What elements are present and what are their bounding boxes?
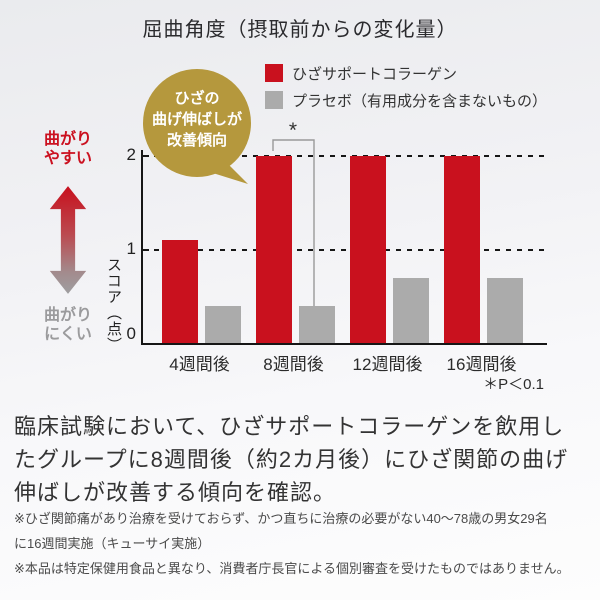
y-axis-tick-label: 2 xyxy=(126,145,136,164)
bar-collagen-12週間後 xyxy=(350,156,386,343)
dashed-gridline xyxy=(143,155,547,157)
legend-item: ひざサポートコラーゲン xyxy=(265,64,547,83)
y-axis-tick xyxy=(143,155,149,157)
x-axis-label: 8週間後 xyxy=(263,355,324,374)
legend-item: プラセボ（有用成分を含まないもの） xyxy=(265,91,548,110)
y-axis-tick-label: 1 xyxy=(126,238,136,258)
legend-label: プラセボ（有用成分を含まないもの） xyxy=(292,92,548,110)
y-axis-tick-label: 0 xyxy=(126,324,136,343)
bar-collagen-8週間後 xyxy=(256,156,292,343)
highlight-badge-bubble-icon xyxy=(143,69,251,184)
bend-easy-label: 曲がり やすい xyxy=(43,131,92,167)
bend-hard-label: 曲がり にくい xyxy=(43,307,92,343)
footnotes: ※ひざ関節痛があり治療を受けておらず、かつ直ちに治療の必要がない40～78歳の男… xyxy=(14,506,594,581)
bidirectional-arrow-icon xyxy=(49,186,87,294)
bar-placebo-12週間後 xyxy=(393,277,429,343)
footnote: ※ひざ関節痛があり治療を受けておらず、かつ直ちに治療の必要がない40～78歳の男… xyxy=(14,511,548,551)
x-axis-label: 16週間後 xyxy=(446,355,517,374)
y-axis-tick xyxy=(143,248,149,251)
footnote: ※本品は特定保健用食品と異なり、消費者庁長官による個別審査を受けたものではありま… xyxy=(14,561,570,576)
bar-placebo-8週間後 xyxy=(299,305,335,343)
legend-swatch-icon xyxy=(265,91,283,109)
y-axis-label: スコア（点） xyxy=(105,257,122,353)
p-value-note: ＊P＜0.1 xyxy=(483,376,544,393)
result-summary-text: 臨床試験において、ひざサポートコラーゲンを飲用し たグループに8週間後（約2カ月… xyxy=(14,414,569,505)
bar-placebo-16週間後 xyxy=(487,277,523,343)
legend-label: ひざサポートコラーゲン xyxy=(292,65,458,83)
legend: ひざサポートコラーゲンプラセボ（有用成分を含まないもの） xyxy=(265,64,547,118)
bar-collagen-4週間後 xyxy=(162,240,198,343)
x-axis-label: 12週間後 xyxy=(352,355,423,374)
bar-placebo-4週間後 xyxy=(205,305,241,343)
significance-asterisk: * xyxy=(289,119,297,142)
chart-title: 屈曲角度（摂取前からの変化量） xyxy=(142,19,458,41)
x-axis-label: 4週間後 xyxy=(169,355,230,374)
bar-collagen-16週間後 xyxy=(444,156,480,343)
highlight-badge-text: ひざの 曲げ伸ばしが 改善傾向 xyxy=(151,90,242,149)
dashed-gridline xyxy=(143,248,547,251)
legend-swatch-icon xyxy=(265,64,283,82)
